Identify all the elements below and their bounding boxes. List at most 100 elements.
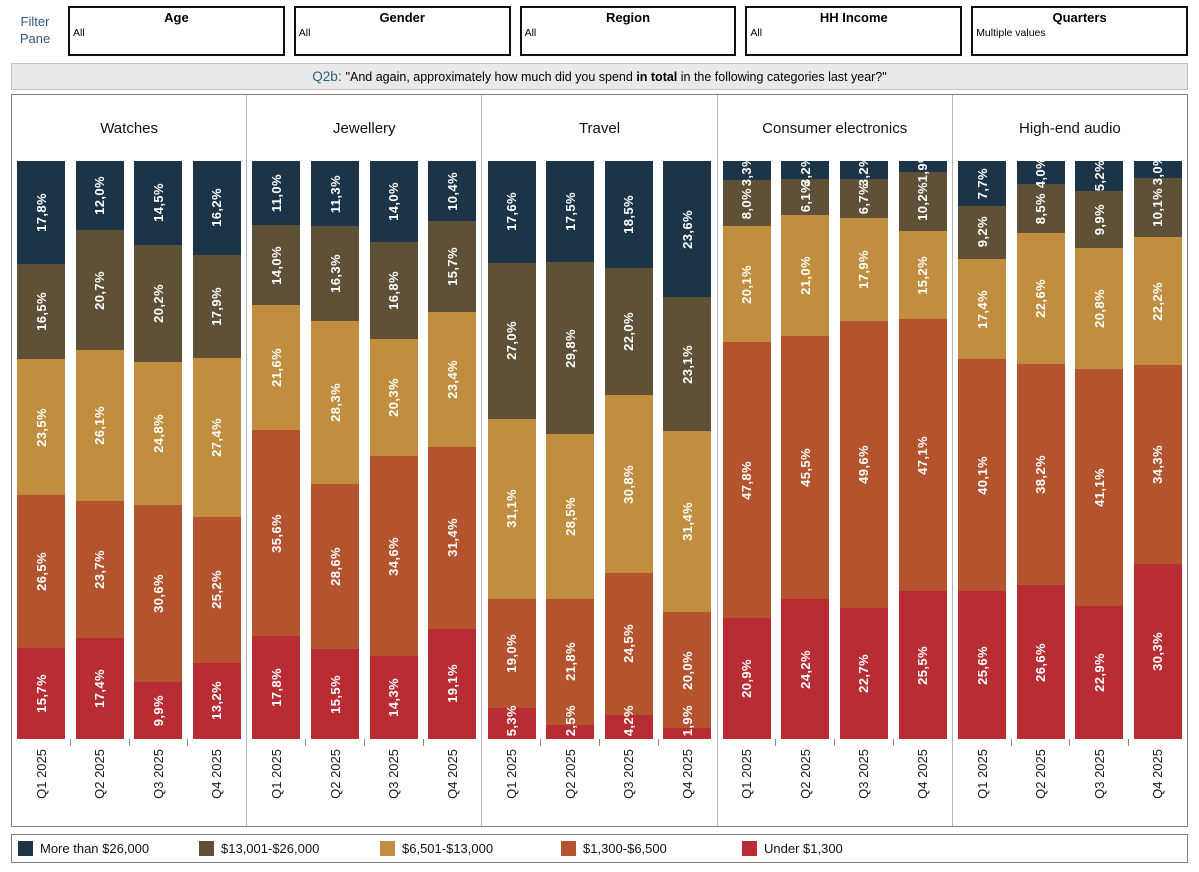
segment-1-300-6-500[interactable]: 25,2%: [192, 516, 241, 663]
legend-item-under-1-300[interactable]: Under $1,300: [742, 841, 843, 856]
bar-high-end-audio-q2-2025[interactable]: 4,0% 8,5% 22,6% 38,2% 26,6%: [1016, 161, 1065, 739]
segment-under-1-300[interactable]: 13,2%: [192, 662, 241, 739]
segment-more-than-26-000[interactable]: 7,7%: [958, 161, 1007, 206]
segment-more-than-26-000[interactable]: 3,3%: [722, 161, 771, 186]
segment-6-501-13-000[interactable]: 30,8%: [604, 395, 653, 574]
bar-travel-q1-2025[interactable]: 17,6% 27,0% 31,1% 19,0% 5,3%: [487, 161, 536, 739]
segment-1-300-6-500[interactable]: 35,6%: [252, 430, 301, 637]
segment-more-than-26-000[interactable]: 17,5%: [546, 161, 595, 263]
segment-6-501-13-000[interactable]: 21,6%: [252, 305, 301, 431]
segment-13-001-26-000[interactable]: 9,2%: [958, 205, 1007, 259]
bar-watches-q2-2025[interactable]: 12,0% 20,7% 26,1% 23,7% 17,4%: [75, 161, 124, 739]
segment-6-501-13-000[interactable]: 31,4%: [663, 430, 712, 613]
bar-high-end-audio-q1-2025[interactable]: 7,7% 9,2% 17,4% 40,1% 25,6%: [958, 161, 1007, 739]
segment-under-1-300[interactable]: 15,7%: [17, 648, 66, 739]
bar-consumer-electronics-q2-2025[interactable]: 3,2% 6,1% 21,0% 45,5% 24,2%: [781, 161, 830, 739]
segment-13-001-26-000[interactable]: 10,1%: [1133, 178, 1182, 237]
segment-more-than-26-000[interactable]: 5,2%: [1075, 161, 1124, 192]
segment-6-501-13-000[interactable]: 17,9%: [839, 218, 888, 322]
segment-6-501-13-000[interactable]: 26,1%: [75, 350, 124, 502]
segment-6-501-13-000[interactable]: 22,6%: [1016, 233, 1065, 365]
segment-13-001-26-000[interactable]: 8,5%: [1016, 184, 1065, 234]
segment-under-1-300[interactable]: 30,3%: [1133, 563, 1182, 739]
segment-6-501-13-000[interactable]: 24,8%: [134, 361, 183, 505]
segment-under-1-300[interactable]: 2,5%: [546, 705, 595, 739]
segment-under-1-300[interactable]: 24,2%: [781, 599, 830, 739]
segment-more-than-26-000[interactable]: 17,8%: [17, 161, 66, 264]
segment-under-1-300[interactable]: 5,3%: [487, 705, 536, 739]
legend-item-6-501-13-000[interactable]: $6,501-$13,000: [380, 841, 561, 856]
segment-6-501-13-000[interactable]: 28,3%: [311, 320, 360, 485]
segment-1-300-6-500[interactable]: 38,2%: [1016, 364, 1065, 586]
segment-6-501-13-000[interactable]: 17,4%: [958, 258, 1007, 360]
segment-under-1-300[interactable]: 15,5%: [311, 649, 360, 739]
segment-1-300-6-500[interactable]: 31,4%: [428, 447, 477, 629]
segment-under-1-300[interactable]: 22,7%: [839, 607, 888, 739]
filter-box-age[interactable]: Age All: [68, 6, 285, 56]
segment-13-001-26-000[interactable]: 23,1%: [663, 297, 712, 431]
segment-more-than-26-000[interactable]: 23,6%: [663, 161, 712, 298]
segment-1-300-6-500[interactable]: 20,0%: [663, 612, 712, 728]
segment-13-001-26-000[interactable]: 14,0%: [252, 224, 301, 306]
segment-13-001-26-000[interactable]: 8,0%: [722, 180, 771, 227]
segment-13-001-26-000[interactable]: 10,2%: [898, 171, 947, 231]
segment-under-1-300[interactable]: 26,6%: [1016, 585, 1065, 739]
segment-1-300-6-500[interactable]: 34,6%: [369, 456, 418, 657]
segment-more-than-26-000[interactable]: 11,0%: [252, 161, 301, 225]
segment-1-300-6-500[interactable]: 26,5%: [17, 495, 66, 649]
filter-box-hh-income[interactable]: HH Income All: [745, 6, 963, 56]
segment-13-001-26-000[interactable]: 6,1%: [781, 179, 830, 215]
bar-jewellery-q1-2025[interactable]: 11,0% 14,0% 21,6% 35,6% 17,8%: [252, 161, 301, 739]
segment-1-300-6-500[interactable]: 47,8%: [722, 342, 771, 619]
segment-1-300-6-500[interactable]: 28,6%: [311, 484, 360, 650]
segment-under-1-300[interactable]: 4,2%: [604, 705, 653, 739]
segment-13-001-26-000[interactable]: 17,9%: [192, 254, 241, 359]
bar-high-end-audio-q4-2025[interactable]: 3,0% 10,1% 22,2% 34,3% 30,3%: [1133, 161, 1182, 739]
bar-high-end-audio-q3-2025[interactable]: 5,2% 9,9% 20,8% 41,1% 22,9%: [1075, 161, 1124, 739]
segment-under-1-300[interactable]: 9,9%: [134, 681, 183, 739]
segment-more-than-26-000[interactable]: 14,0%: [369, 161, 418, 242]
segment-under-1-300[interactable]: 14,3%: [369, 656, 418, 739]
segment-6-501-13-000[interactable]: 21,0%: [781, 214, 830, 337]
bar-watches-q4-2025[interactable]: 16,2% 17,9% 27,4% 25,2% 13,2%: [192, 161, 241, 739]
legend-item-13-001-26-000[interactable]: $13,001-$26,000: [199, 841, 380, 856]
bar-consumer-electronics-q4-2025[interactable]: 1,9% 10,2% 15,2% 47,1% 25,5%: [898, 161, 947, 739]
bar-jewellery-q3-2025[interactable]: 14,0% 16,8% 20,3% 34,6% 14,3%: [369, 161, 418, 739]
segment-more-than-26-000[interactable]: 17,6%: [487, 161, 536, 263]
segment-under-1-300[interactable]: 25,5%: [898, 591, 947, 739]
legend-item-more-than-26-000[interactable]: More than $26,000: [18, 841, 199, 856]
segment-1-300-6-500[interactable]: 47,1%: [898, 318, 947, 592]
segment-1-300-6-500[interactable]: 30,6%: [134, 504, 183, 682]
segment-13-001-26-000[interactable]: 16,8%: [369, 241, 418, 339]
segment-13-001-26-000[interactable]: 20,7%: [75, 230, 124, 351]
segment-6-501-13-000[interactable]: 20,3%: [369, 339, 418, 457]
segment-1-300-6-500[interactable]: 19,0%: [487, 598, 536, 709]
segment-under-1-300[interactable]: 22,9%: [1075, 606, 1124, 739]
segment-1-300-6-500[interactable]: 45,5%: [781, 336, 830, 600]
segment-13-001-26-000[interactable]: 16,3%: [311, 226, 360, 321]
segment-1-300-6-500[interactable]: 40,1%: [958, 359, 1007, 591]
segment-6-501-13-000[interactable]: 28,5%: [546, 434, 595, 599]
segment-13-001-26-000[interactable]: 16,5%: [17, 263, 66, 360]
segment-1-300-6-500[interactable]: 49,6%: [839, 321, 888, 608]
segment-6-501-13-000[interactable]: 22,2%: [1133, 236, 1182, 366]
segment-more-than-26-000[interactable]: 11,3%: [311, 161, 360, 227]
segment-6-501-13-000[interactable]: 15,2%: [898, 230, 947, 319]
segment-more-than-26-000[interactable]: 10,4%: [428, 161, 477, 222]
segment-more-than-26-000[interactable]: 16,2%: [192, 161, 241, 255]
segment-13-001-26-000[interactable]: 29,8%: [546, 262, 595, 435]
segment-13-001-26-000[interactable]: 9,9%: [1075, 191, 1124, 249]
segment-more-than-26-000[interactable]: 3,2%: [781, 161, 830, 186]
legend-item-1-300-6-500[interactable]: $1,300-$6,500: [561, 841, 742, 856]
bar-jewellery-q2-2025[interactable]: 11,3% 16,3% 28,3% 28,6% 15,5%: [311, 161, 360, 739]
bar-travel-q4-2025[interactable]: 23,6% 23,1% 31,4% 20,0% 1,9%: [663, 161, 712, 739]
segment-more-than-26-000[interactable]: 1,9%: [898, 161, 947, 182]
bar-consumer-electronics-q3-2025[interactable]: 3,2% 6,7% 17,9% 49,6% 22,7%: [839, 161, 888, 739]
segment-1-300-6-500[interactable]: 24,5%: [604, 573, 653, 715]
bar-consumer-electronics-q1-2025[interactable]: 3,3% 8,0% 20,1% 47,8% 20,9%: [722, 161, 771, 739]
segment-13-001-26-000[interactable]: 15,7%: [428, 221, 477, 312]
segment-more-than-26-000[interactable]: 3,2%: [839, 161, 888, 186]
bar-travel-q3-2025[interactable]: 18,5% 22,0% 30,8% 24,5% 4,2%: [604, 161, 653, 739]
segment-1-300-6-500[interactable]: 34,3%: [1133, 365, 1182, 564]
segment-6-501-13-000[interactable]: 27,4%: [192, 358, 241, 517]
